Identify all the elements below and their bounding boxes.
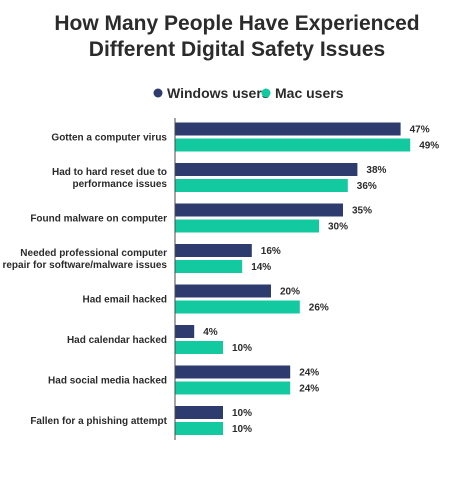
bar-mac bbox=[175, 300, 300, 314]
category-label-line: Gotten a computer virus bbox=[51, 133, 167, 144]
chart-title-line-1: How Many People Have Experienced bbox=[54, 12, 419, 35]
bar-windows bbox=[175, 406, 223, 419]
category-label-line: Had social media hacked bbox=[48, 376, 167, 387]
bar-windows bbox=[175, 122, 401, 136]
category-label: Had email hacked bbox=[83, 295, 167, 306]
bar-windows bbox=[175, 365, 291, 379]
value-label: 35% bbox=[352, 206, 372, 217]
value-label: 10% bbox=[232, 424, 252, 435]
category-label: Had social media hacked bbox=[48, 376, 167, 387]
legend-swatch-windows bbox=[153, 88, 163, 98]
bars-group: 47% 49% 38% 36% 35% 30% 16% 14% 20% 26% 4% 10% 24% 24… bbox=[175, 122, 439, 435]
value-label: 10% bbox=[232, 343, 252, 354]
bar-mac bbox=[175, 341, 223, 354]
bar-mac bbox=[175, 138, 411, 152]
value-label: 49% bbox=[419, 141, 439, 152]
bar-mac bbox=[175, 422, 223, 435]
category-label-line: Needed professional computer bbox=[20, 248, 167, 259]
bar-mac bbox=[175, 260, 243, 273]
category-label: Fallen for a phishing attempt bbox=[30, 416, 167, 427]
value-label: 24% bbox=[299, 384, 319, 395]
bar-mac bbox=[175, 179, 348, 192]
value-label: 26% bbox=[309, 303, 329, 314]
legend-label-mac: Mac users bbox=[275, 85, 344, 101]
category-label: Had calendar hacked bbox=[67, 335, 167, 346]
bar-windows bbox=[175, 325, 195, 338]
legend-label-windows: Windows users bbox=[167, 85, 270, 101]
category-label: Gotten a computer virus bbox=[51, 133, 167, 144]
legend-swatch-mac bbox=[261, 88, 271, 98]
category-label: Found malware on computer bbox=[30, 214, 167, 225]
legend: Windows users Mac users bbox=[153, 85, 344, 101]
value-label: 20% bbox=[280, 287, 300, 298]
value-label: 47% bbox=[410, 125, 430, 136]
value-label: 16% bbox=[261, 246, 281, 257]
bar-windows bbox=[175, 163, 358, 176]
value-label: 10% bbox=[232, 408, 252, 419]
category-label: Had to hard reset due to performance issu… bbox=[52, 167, 167, 190]
bar-mac bbox=[175, 219, 319, 233]
category-label-line: Had to hard reset due to bbox=[52, 167, 167, 178]
bar-mac bbox=[175, 381, 291, 395]
category-label-line: Found malware on computer bbox=[30, 214, 167, 225]
category-label-line: performance issues bbox=[73, 179, 168, 190]
category-label-line: repair for software/malware issues bbox=[2, 260, 167, 271]
bar-windows bbox=[175, 203, 343, 217]
chart-title-line-2: Different Digital Safety Issues bbox=[89, 38, 385, 61]
category-label-line: Had email hacked bbox=[83, 295, 167, 306]
value-label: 38% bbox=[366, 165, 386, 176]
value-label: 36% bbox=[357, 181, 377, 192]
value-label: 4% bbox=[203, 327, 218, 338]
value-label: 14% bbox=[251, 262, 271, 273]
bar-windows bbox=[175, 244, 252, 257]
bar-windows bbox=[175, 284, 271, 298]
category-label-line: Had calendar hacked bbox=[67, 335, 167, 346]
category-label: Needed professional computer repair for s… bbox=[2, 248, 167, 271]
value-label: 24% bbox=[299, 368, 319, 379]
category-label-line: Fallen for a phishing attempt bbox=[30, 416, 167, 427]
value-label: 30% bbox=[328, 222, 348, 233]
category-labels-group: Gotten a computer virus Had to hard reset… bbox=[2, 133, 167, 428]
